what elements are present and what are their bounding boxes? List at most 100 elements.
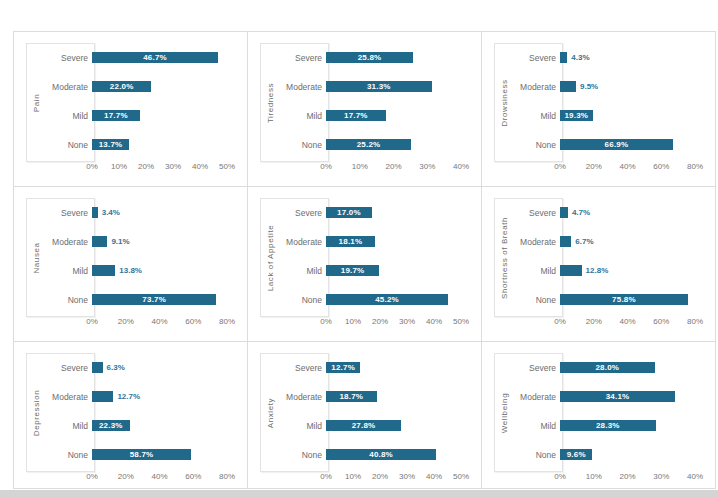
- bar-value-label: 17.0%: [337, 208, 361, 217]
- bar-moderate[interactable]: 31.3%: [326, 81, 432, 92]
- bar-value-label: 40.8%: [369, 450, 393, 459]
- bar-none[interactable]: 66.9%: [560, 139, 673, 150]
- bar-moderate[interactable]: [560, 81, 576, 92]
- axis-tick-label: 20%: [586, 317, 602, 326]
- bar-severe[interactable]: [92, 362, 103, 373]
- bar-none[interactable]: 58.7%: [92, 449, 191, 460]
- chart-panel-anxiety: AnxietySevereModerateMildNone12.7%18.7%2…: [248, 342, 482, 489]
- bar-value-label: 45.2%: [375, 295, 399, 304]
- bar-mild[interactable]: [92, 265, 115, 276]
- chart-panel-wellbeing: WellbeingSevereModerateMildNone28.0%34.1…: [482, 342, 716, 489]
- bar-none[interactable]: 73.7%: [92, 294, 216, 305]
- category-label-moderate: Moderate: [52, 392, 88, 402]
- chart-title-vertical: Depression: [28, 354, 43, 471]
- bar-severe[interactable]: 25.8%: [326, 52, 413, 63]
- chart-panel-nausea: NauseaSevereModerateMildNone3.4%9.1%13.8…: [14, 187, 248, 342]
- category-label-mild: Mild: [306, 111, 322, 121]
- chart-title: Lack of Appetite: [265, 224, 274, 291]
- axis-tick-label: 40%: [151, 317, 167, 326]
- bar-value-label: 34.1%: [606, 392, 630, 401]
- label-box: DepressionSevereModerateMildNone: [26, 353, 95, 472]
- category-label-severe: Severe: [529, 363, 556, 373]
- category-label-none: None: [536, 295, 556, 305]
- bar-none[interactable]: 9.6%: [560, 449, 592, 460]
- category-label-severe: Severe: [295, 53, 322, 63]
- chart-title-vertical: Tiredness: [262, 44, 277, 161]
- category-label-none: None: [68, 140, 88, 150]
- bottom-edge-strip: [0, 490, 718, 498]
- bar-moderate[interactable]: 18.7%: [326, 391, 377, 402]
- category-label-moderate: Moderate: [286, 392, 322, 402]
- chart-panel-shortness-of-breath: Shortness of BreathSevereModerateMildNon…: [482, 187, 716, 342]
- axis-tick-label: 30%: [653, 472, 669, 481]
- bar-severe[interactable]: [92, 207, 98, 218]
- label-box: AnxietySevereModerateMildNone: [260, 353, 329, 472]
- bar-value-label: 66.9%: [605, 140, 629, 149]
- bar-none[interactable]: 45.2%: [326, 294, 448, 305]
- axis-tick-label: 20%: [372, 317, 388, 326]
- bar-value-label: 9.5%: [580, 81, 598, 92]
- category-label-mild: Mild: [540, 111, 556, 121]
- axis-tick-label: 60%: [653, 317, 669, 326]
- charts-grid: Pain Severe Moderate Mild None 46.7% 22.0% 17.7…: [13, 31, 716, 489]
- bar-moderate[interactable]: [560, 236, 571, 247]
- axis-tick-label: 20%: [138, 162, 154, 171]
- bar-mild[interactable]: 17.7%: [92, 110, 140, 121]
- axis-tick-label: 20%: [118, 317, 134, 326]
- bar-value-label: 9.1%: [111, 236, 129, 247]
- bar-moderate[interactable]: [92, 391, 113, 402]
- category-label-mild: Mild: [306, 421, 322, 431]
- bar-severe[interactable]: [560, 52, 567, 63]
- bar-mild[interactable]: 17.7%: [326, 110, 386, 121]
- bar-moderate[interactable]: 22.0%: [92, 81, 151, 92]
- axis-tick-label: 40%: [192, 162, 208, 171]
- bar-severe[interactable]: 28.0%: [560, 362, 655, 373]
- bar-mild[interactable]: 28.3%: [560, 420, 656, 431]
- chart-title-vertical: Pain: [28, 44, 43, 161]
- bar-none[interactable]: 25.2%: [326, 139, 411, 150]
- bar-mild[interactable]: 19.3%: [560, 110, 593, 121]
- bar-mild[interactable]: 19.7%: [326, 265, 379, 276]
- category-label-moderate: Moderate: [520, 82, 556, 92]
- category-label-none: None: [536, 140, 556, 150]
- bar-none[interactable]: 40.8%: [326, 449, 436, 460]
- axis-tick-label: 10%: [586, 472, 602, 481]
- bar-value-label: 27.8%: [352, 421, 376, 430]
- bar-none[interactable]: 75.8%: [560, 294, 688, 305]
- bar-moderate[interactable]: 34.1%: [560, 391, 675, 402]
- category-label-mild: Mild: [72, 266, 88, 276]
- bar-severe[interactable]: 17.0%: [326, 207, 372, 218]
- category-label-severe: Severe: [61, 53, 88, 63]
- bar-moderate[interactable]: 18.1%: [326, 236, 375, 247]
- bar-severe[interactable]: 12.7%: [326, 362, 360, 373]
- axis-tick-label: 40%: [426, 317, 442, 326]
- axis-tick-label: 50%: [219, 162, 235, 171]
- bar-value-label: 73.7%: [142, 295, 166, 304]
- bar-severe[interactable]: 46.7%: [92, 52, 218, 63]
- axis-tick-label: 0%: [554, 162, 566, 171]
- chart-title: Drowsiness: [499, 79, 508, 126]
- chart-title-vertical: Nausea: [28, 199, 43, 316]
- bar-none[interactable]: 13.7%: [92, 139, 129, 150]
- bar-value-label: 19.3%: [564, 111, 588, 120]
- axis-tick-label: 0%: [86, 472, 98, 481]
- category-label-mild: Mild: [72, 421, 88, 431]
- bar-mild[interactable]: [560, 265, 582, 276]
- axis-tick-label: 10%: [352, 162, 368, 171]
- bar-mild[interactable]: 27.8%: [326, 420, 401, 431]
- bar-mild[interactable]: 22.3%: [92, 420, 130, 431]
- chart-panel-drowsiness: DrowsinessSevereModerateMildNone4.3%9.5%…: [482, 32, 716, 187]
- bar-value-label: 12.7%: [331, 363, 355, 372]
- axis-tick-label: 20%: [372, 472, 388, 481]
- category-label-severe: Severe: [529, 208, 556, 218]
- chart-panel-lack-of-appetite: Lack of AppetiteSevereModerateMildNone17…: [248, 187, 482, 342]
- category-label-mild: Mild: [540, 421, 556, 431]
- category-label-severe: Severe: [295, 363, 322, 373]
- axis-tick-label: 40%: [426, 472, 442, 481]
- bar-severe[interactable]: [560, 207, 568, 218]
- category-label-none: None: [68, 450, 88, 460]
- category-label-severe: Severe: [529, 53, 556, 63]
- bar-moderate[interactable]: [92, 236, 107, 247]
- chart-title-vertical: Drowsiness: [496, 44, 511, 161]
- chart-title: Nausea: [31, 242, 40, 273]
